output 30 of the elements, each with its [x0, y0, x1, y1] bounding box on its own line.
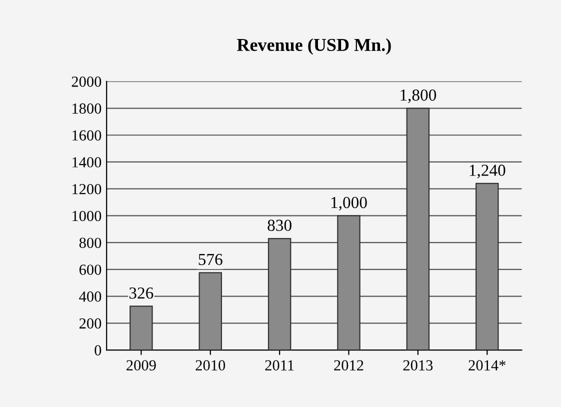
- y-tick-label: 800: [79, 238, 102, 248]
- data-label: 1,000: [331, 196, 367, 211]
- y-tick-label: 1200: [72, 184, 102, 194]
- chart-title: Revenue (USD Mn.): [236, 38, 391, 55]
- data-label: 830: [268, 220, 292, 231]
- y-tick-label: 1000: [72, 210, 102, 222]
- bar: [476, 182, 499, 350]
- y-tick-label: 1600: [72, 130, 102, 141]
- bar: [337, 215, 360, 350]
- y-tick-label: 0: [94, 345, 102, 356]
- y-tick-label: 200: [79, 318, 102, 329]
- bar: [268, 238, 292, 350]
- x-tick-label: 2012: [334, 360, 364, 370]
- bar: [406, 108, 430, 350]
- bar: [130, 306, 153, 350]
- x-tick-label: 2010: [196, 360, 226, 370]
- data-label: 1,240: [470, 164, 506, 178]
- y-tick-label: 600: [79, 264, 102, 275]
- data-label: 1,800: [400, 89, 436, 104]
- x-tick-label: 2009: [126, 360, 156, 370]
- bar: [198, 272, 222, 350]
- x-tick-label: 2013: [403, 360, 433, 370]
- y-tick-label: 1400: [72, 157, 102, 168]
- data-label: 326: [129, 287, 154, 299]
- y-tick-label: 400: [79, 291, 102, 302]
- x-tick-label: 2011: [265, 360, 294, 370]
- y-tick-label: 1800: [72, 103, 102, 114]
- x-tick-label: 2014*: [468, 360, 506, 370]
- y-tick-label: 2000: [72, 76, 102, 87]
- data-label: 576: [198, 254, 222, 266]
